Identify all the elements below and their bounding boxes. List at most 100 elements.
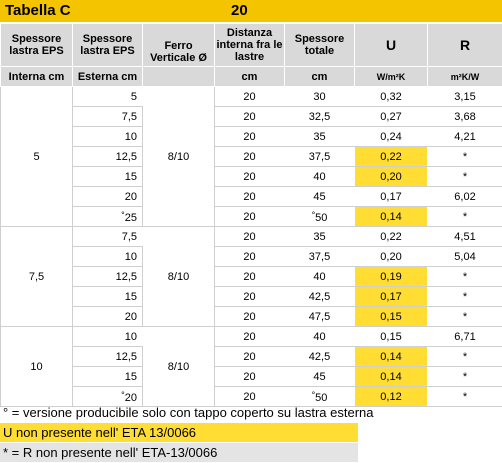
cell-totale-value: 47,5	[309, 311, 330, 323]
cell-esterna: 7,5	[73, 227, 143, 247]
cell-esterna: 20	[73, 307, 143, 327]
cell-r: *	[428, 307, 502, 327]
footnotes: ° = versione producibile solo con tappo …	[0, 403, 502, 463]
cell-r: *	[428, 147, 502, 167]
cell-totale-value: 40	[313, 271, 325, 283]
cell-esterna: 7,5	[73, 107, 143, 127]
cell-esterna: 15	[73, 167, 143, 187]
cell-esterna: 10	[73, 247, 143, 267]
cell-totale: 37,5	[285, 147, 355, 167]
cell-u: 0,32	[355, 87, 428, 107]
header-row: Spessore lastra EPS Spessore lastra EPS …	[1, 24, 502, 67]
header-interna: Spessore lastra EPS	[1, 24, 73, 67]
cell-totale: 40	[285, 267, 355, 287]
cell-r: *	[428, 287, 502, 307]
cell-esterna: 12,5	[73, 347, 143, 367]
header-esterna: Spessore lastra EPS	[73, 24, 143, 67]
cell-r: *	[428, 367, 502, 387]
cell-interna: 10	[1, 327, 73, 407]
cell-distanza: 20	[215, 327, 285, 347]
cell-distanza: 20	[215, 267, 285, 287]
cell-totale: °50	[285, 207, 355, 227]
cell-ferro: 8/10	[143, 327, 215, 407]
cell-esterna-value: 15	[125, 171, 137, 183]
cell-totale-value: 40	[313, 331, 325, 343]
cell-esterna-value: 20	[125, 392, 137, 404]
cell-u: 0,19	[355, 267, 428, 287]
cell-distanza: 20	[215, 287, 285, 307]
cell-r: *	[428, 167, 502, 187]
cell-esterna-value: 25	[125, 212, 137, 224]
cell-distanza: 20	[215, 187, 285, 207]
cell-esterna-value: 20	[125, 311, 137, 323]
cell-distanza: 20	[215, 167, 285, 187]
cell-esterna: 15	[73, 367, 143, 387]
cell-esterna-value: 12,5	[116, 271, 137, 283]
cell-distanza: 20	[215, 87, 285, 107]
cell-totale-value: 37,5	[309, 251, 330, 263]
cell-esterna-value: 20	[125, 191, 137, 203]
cell-totale-value: 50	[315, 212, 327, 224]
cell-ferro: 8/10	[143, 87, 215, 227]
unit-totale: cm	[285, 67, 355, 87]
cell-totale: 35	[285, 127, 355, 147]
note-u-highlight: U non presente nell' ETA 13/0066	[0, 423, 358, 443]
header-u: U	[355, 24, 428, 67]
cell-distanza: 20	[215, 247, 285, 267]
table-subtitle: 20	[231, 2, 248, 19]
cell-totale: 37,5	[285, 247, 355, 267]
cell-esterna: 10	[73, 327, 143, 347]
cell-totale-value: 37,5	[309, 151, 330, 163]
note-r-asterisk: * = R non presente nell' ETA-13/0066	[0, 443, 358, 463]
cell-totale-value: 50	[315, 392, 327, 404]
cell-totale: 45	[285, 187, 355, 207]
cell-esterna: 15	[73, 287, 143, 307]
header-totale: Spessore totale	[285, 24, 355, 67]
cell-totale-value: 30	[313, 91, 325, 103]
cell-u: 0,24	[355, 127, 428, 147]
cell-esterna-value: 15	[125, 291, 137, 303]
cell-u: 0,14	[355, 367, 428, 387]
cell-u: 0,14	[355, 347, 428, 367]
unit-interna: Interna cm	[1, 67, 73, 87]
cell-esterna-value: 7,5	[122, 231, 137, 243]
cell-distanza: 20	[215, 307, 285, 327]
cell-u: 0,27	[355, 107, 428, 127]
cell-totale-value: 45	[313, 191, 325, 203]
cell-totale-value: 42,5	[309, 291, 330, 303]
cell-u: 0,14	[355, 207, 428, 227]
cell-r: *	[428, 207, 502, 227]
cell-totale-value: 45	[313, 371, 325, 383]
header-ferro: Ferro Verticale Ø	[143, 24, 215, 67]
cell-r: 3,68	[428, 107, 502, 127]
cell-totale-value: 42,5	[309, 351, 330, 363]
cell-r: 3,15	[428, 87, 502, 107]
cell-r: 5,04	[428, 247, 502, 267]
unit-esterna: Esterna cm	[73, 67, 143, 87]
cell-totale-value: 32,5	[309, 111, 330, 123]
unit-row: Interna cm Esterna cm cm cm W/m²K m²K/W	[1, 67, 502, 87]
cell-r: 4,51	[428, 227, 502, 247]
cell-totale: 32,5	[285, 107, 355, 127]
cell-distanza: 20	[215, 207, 285, 227]
cell-esterna-value: 12,5	[116, 151, 137, 163]
cell-interna: 7,5	[1, 227, 73, 327]
cell-totale: 30	[285, 87, 355, 107]
unit-u: W/m²K	[355, 67, 428, 87]
cell-esterna: 5	[73, 87, 143, 107]
cell-totale: 35	[285, 227, 355, 247]
cell-distanza: 20	[215, 347, 285, 367]
cell-u: 0,17	[355, 187, 428, 207]
cell-ferro: 8/10	[143, 227, 215, 327]
cell-totale: 45	[285, 367, 355, 387]
cell-esterna-value: 10	[125, 131, 137, 143]
title-bar: Tabella C 20	[0, 0, 502, 23]
